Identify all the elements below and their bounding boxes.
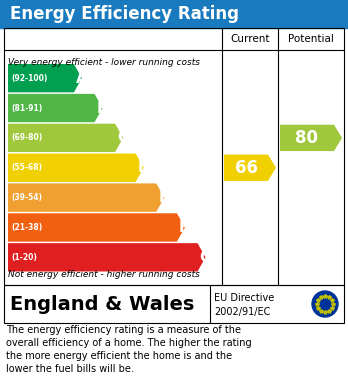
Text: Energy Efficiency Rating: Energy Efficiency Rating xyxy=(10,5,239,23)
Text: 66: 66 xyxy=(235,159,258,177)
Text: (21-38): (21-38) xyxy=(11,223,42,232)
Text: Not energy efficient - higher running costs: Not energy efficient - higher running co… xyxy=(8,270,200,279)
Text: EU Directive: EU Directive xyxy=(214,293,274,303)
Bar xyxy=(4,285,344,323)
Bar xyxy=(4,28,344,285)
Text: A: A xyxy=(76,71,88,86)
Circle shape xyxy=(312,291,338,317)
Text: Potential: Potential xyxy=(288,34,334,44)
Text: B: B xyxy=(96,100,108,115)
Text: overall efficiency of a home. The higher the rating: overall efficiency of a home. The higher… xyxy=(6,338,252,348)
Text: F: F xyxy=(179,220,189,235)
Text: Current: Current xyxy=(230,34,270,44)
Text: the more energy efficient the home is and the: the more energy efficient the home is an… xyxy=(6,351,232,361)
Text: lower the fuel bills will be.: lower the fuel bills will be. xyxy=(6,364,134,374)
Text: (92-100): (92-100) xyxy=(11,74,47,83)
Bar xyxy=(0,0,348,28)
Polygon shape xyxy=(8,64,82,92)
Polygon shape xyxy=(8,124,123,152)
Text: The energy efficiency rating is a measure of the: The energy efficiency rating is a measur… xyxy=(6,325,241,335)
Polygon shape xyxy=(8,243,206,271)
Text: E: E xyxy=(158,190,169,205)
Text: C: C xyxy=(117,130,128,145)
Polygon shape xyxy=(8,183,164,212)
Text: (1-20): (1-20) xyxy=(11,253,37,262)
Text: England & Wales: England & Wales xyxy=(10,294,195,314)
Polygon shape xyxy=(8,213,185,242)
Text: D: D xyxy=(138,160,150,175)
Text: (39-54): (39-54) xyxy=(11,193,42,202)
Polygon shape xyxy=(8,154,144,182)
Text: 2002/91/EC: 2002/91/EC xyxy=(214,307,270,317)
Text: Very energy efficient - lower running costs: Very energy efficient - lower running co… xyxy=(8,58,200,67)
Text: (81-91): (81-91) xyxy=(11,104,42,113)
Polygon shape xyxy=(224,154,276,181)
Text: G: G xyxy=(199,250,212,265)
Text: (55-68): (55-68) xyxy=(11,163,42,172)
Text: 80: 80 xyxy=(295,129,318,147)
Text: (69-80): (69-80) xyxy=(11,133,42,142)
Polygon shape xyxy=(280,125,342,151)
Polygon shape xyxy=(8,94,103,122)
